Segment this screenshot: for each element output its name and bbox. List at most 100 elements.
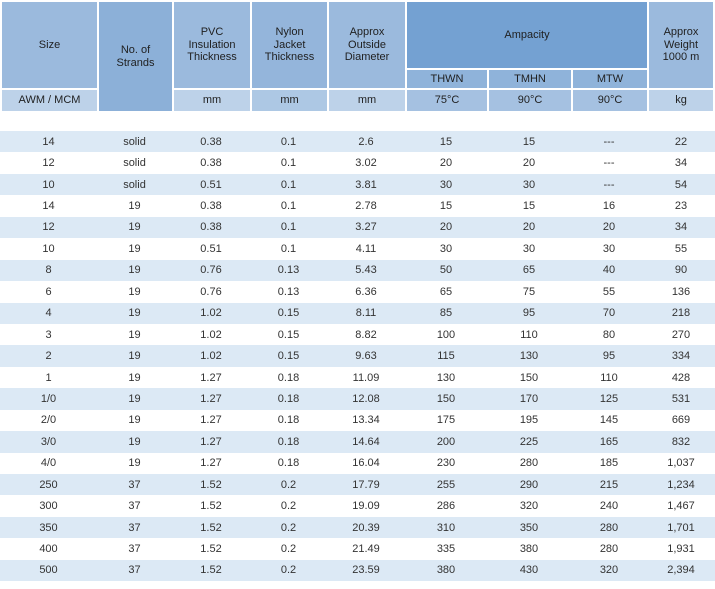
table-cell: 15 <box>439 135 453 148</box>
table-cell: 14 <box>42 135 55 148</box>
table-cell: 669 <box>671 414 691 427</box>
table-cell: 0.1 <box>280 221 297 234</box>
table-cell: 350 <box>39 521 58 534</box>
table-cell: 0.15 <box>277 328 300 341</box>
table-cell: 16 <box>602 200 616 213</box>
table-cell: 0.18 <box>277 414 300 427</box>
table-cell: 14 <box>42 200 55 213</box>
table-cell: 1,931 <box>667 543 695 556</box>
subheader-mtw-temp: 90°C <box>573 90 647 111</box>
table-cell: 380 <box>519 543 539 556</box>
table-cell: 37 <box>128 500 141 513</box>
header-nylon-thickness: Nylon Jacket Thickness <box>252 2 327 88</box>
table-cell: 150 <box>519 371 539 384</box>
table-row: 4/0 19 1.27 0.18 16.04 230 280 185 1,037 <box>0 452 715 474</box>
table-cell: 8 <box>45 264 52 277</box>
table-cell: solid <box>123 178 146 191</box>
table-cell: 310 <box>436 521 456 534</box>
table-cell: 19 <box>128 457 141 470</box>
table-cell: 0.1 <box>280 178 297 191</box>
table-cell: 3/0 <box>40 435 57 448</box>
table-cell: 136 <box>671 285 691 298</box>
table-row: 400 37 1.52 0.2 21.49 335 380 280 1,931 <box>0 538 715 560</box>
table-cell: 1.27 <box>200 414 222 427</box>
table-cell: 1.02 <box>200 328 222 341</box>
table-row: 12 solid 0.38 0.1 3.02 20 20 --- 34 <box>0 152 715 174</box>
table-cell: 15 <box>522 200 536 213</box>
table-cell: 55 <box>602 285 616 298</box>
table-cell: 255 <box>436 478 456 491</box>
table-cell: 0.76 <box>200 285 222 298</box>
table-cell: 0.1 <box>280 200 297 213</box>
table-cell: 75 <box>522 285 536 298</box>
table-cell: 0.18 <box>277 392 300 405</box>
table-cell: 20.39 <box>352 521 380 534</box>
table-cell: 30 <box>522 178 536 191</box>
table-cell: 20 <box>522 157 536 170</box>
table-cell: 0.2 <box>280 500 297 513</box>
table-cell: 95 <box>602 350 616 363</box>
table-cell: --- <box>603 157 615 170</box>
table-cell: 185 <box>599 457 619 470</box>
header-weight: Approx Weight 1000 m <box>649 2 713 88</box>
table-cell: 0.51 <box>200 242 222 255</box>
table-cell: 0.38 <box>200 200 222 213</box>
table-cell: 95 <box>522 307 536 320</box>
table-cell: --- <box>603 178 615 191</box>
table-cell: 19 <box>128 371 141 384</box>
table-cell: 300 <box>39 500 58 513</box>
table-cell: 2,394 <box>667 564 695 577</box>
table-cell: 11.09 <box>352 371 380 384</box>
table-cell: 23 <box>674 200 688 213</box>
table-cell: 400 <box>39 543 58 556</box>
subheader-weight-unit: kg <box>649 90 713 111</box>
table-cell: 3.02 <box>355 157 377 170</box>
table-row: 10 solid 0.51 0.1 3.81 30 30 --- 54 <box>0 173 715 196</box>
table-cell: 19 <box>128 264 141 277</box>
table-cell: 250 <box>39 478 58 491</box>
table-cell: 4/0 <box>40 457 57 470</box>
table-cell: 30 <box>602 242 616 255</box>
table-cell: 1.27 <box>200 371 222 384</box>
table-row: 500 37 1.52 0.2 23.59 380 430 320 2,394 <box>0 559 715 582</box>
table-cell: 19 <box>128 242 141 255</box>
table-cell: 1,701 <box>667 521 695 534</box>
table-row: 1/0 19 1.27 0.18 12.08 150 170 125 531 <box>0 388 715 410</box>
table-cell: 1.27 <box>200 392 222 405</box>
table-cell: 280 <box>599 543 619 556</box>
table-cell: 1 <box>45 371 52 384</box>
table-row: 4 19 1.02 0.15 8.11 85 95 70 218 <box>0 302 715 324</box>
table-cell: 100 <box>436 328 456 341</box>
table-cell: 1.27 <box>200 435 222 448</box>
table-cell: 0.13 <box>277 285 300 298</box>
table-cell: 17.79 <box>352 478 380 491</box>
table-cell: 1,467 <box>667 500 695 513</box>
table-cell: 22 <box>674 135 688 148</box>
table-body: 14 solid 0.38 0.1 2.6 15 15 --- 22 12 solid 0.38 0.1… <box>0 131 715 582</box>
table-cell: 1.27 <box>200 457 222 470</box>
header-mtw: MTW <box>573 70 647 88</box>
table-cell: 0.18 <box>277 371 300 384</box>
table-cell: 380 <box>436 564 456 577</box>
table-cell: 0.18 <box>277 435 300 448</box>
table-cell: 320 <box>599 564 619 577</box>
table-cell: 40 <box>602 264 616 277</box>
table-cell: 1.52 <box>200 543 222 556</box>
table-cell: 23.59 <box>352 564 380 577</box>
table-cell: 428 <box>671 371 691 384</box>
table-cell: 20 <box>439 221 453 234</box>
table-cell: 320 <box>519 500 539 513</box>
subheader-thwn-temp: 75°C <box>407 90 487 111</box>
table-cell: 0.2 <box>280 478 297 491</box>
table-cell: 37 <box>128 521 141 534</box>
table-cell: 30 <box>439 178 453 191</box>
table-cell: 1.52 <box>200 478 222 491</box>
table-cell: 30 <box>522 242 536 255</box>
table-row: 1 19 1.27 0.18 11.09 130 150 110 428 <box>0 366 715 389</box>
table-cell: 531 <box>671 392 691 405</box>
table-cell: 20 <box>522 221 536 234</box>
table-cell: 115 <box>437 350 455 363</box>
table-cell: solid <box>123 135 146 148</box>
table-cell: 6.36 <box>355 285 377 298</box>
table-row: 300 37 1.52 0.2 19.09 286 320 240 1,467 <box>0 495 715 517</box>
